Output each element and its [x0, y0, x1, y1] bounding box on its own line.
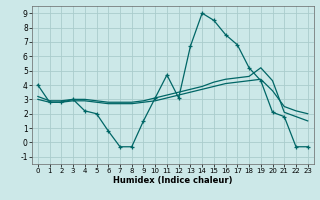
X-axis label: Humidex (Indice chaleur): Humidex (Indice chaleur)	[113, 176, 233, 185]
